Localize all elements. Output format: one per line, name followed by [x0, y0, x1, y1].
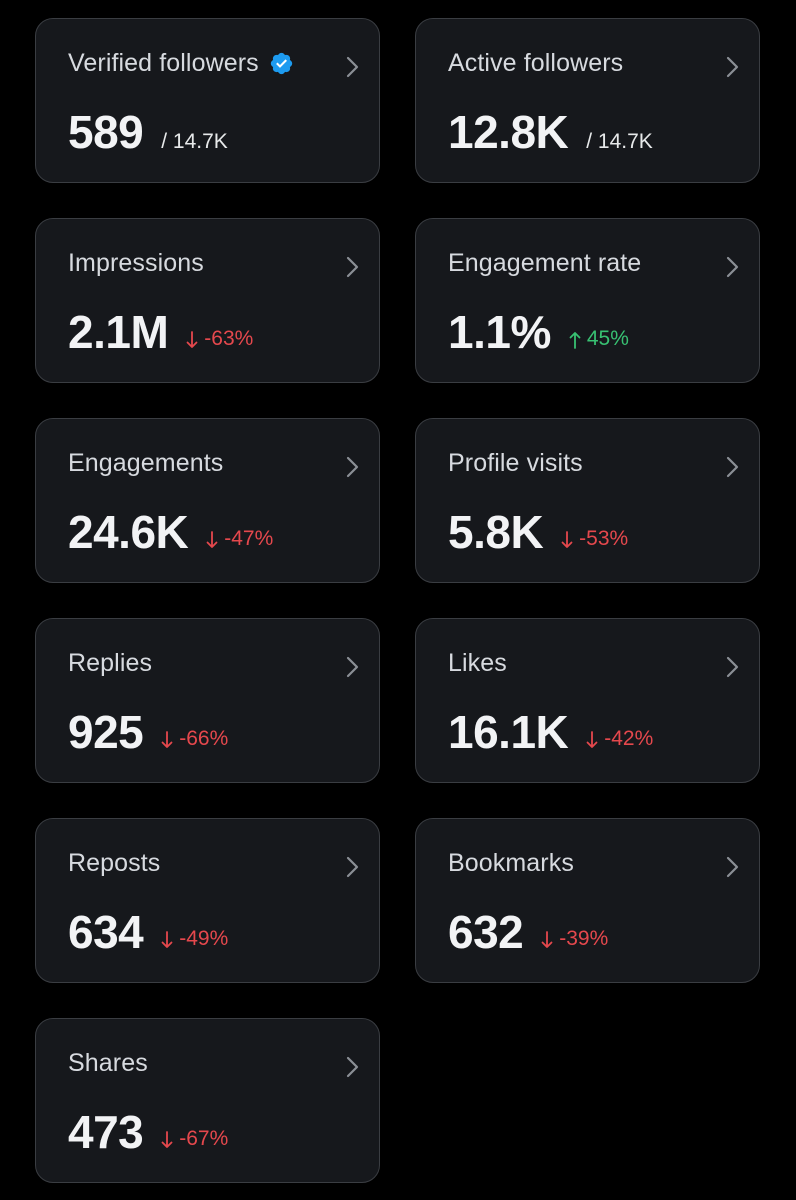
- change-value: -49%: [179, 927, 229, 950]
- chevron-right-icon: [726, 856, 739, 878]
- metric-value: 634: [68, 906, 144, 958]
- change-value: -42%: [604, 727, 654, 750]
- metric-value: 2.1M: [68, 306, 169, 358]
- card-title: Bookmarks: [448, 849, 574, 878]
- metric-value: 24.6K: [68, 506, 189, 558]
- change-indicator: -67%: [161, 1127, 228, 1151]
- value-row: 473 -67%: [68, 1105, 228, 1159]
- card-title: Engagement rate: [448, 249, 641, 278]
- metric-card-impressions[interactable]: Impressions 2.1M -63%: [35, 218, 380, 383]
- chevron-right-icon: [346, 456, 359, 478]
- metric-card-active-followers[interactable]: Active followers 12.8K / 14.7K: [415, 18, 760, 183]
- metric-card-bookmarks[interactable]: Bookmarks 632 -39%: [415, 818, 760, 983]
- chevron-right-icon: [726, 56, 739, 78]
- card-title: Active followers: [448, 49, 623, 78]
- metric-total: / 14.7K: [161, 130, 228, 153]
- verified-badge-icon: [269, 51, 294, 76]
- metric-value: 1.1%: [448, 306, 551, 358]
- card-title-text: Reposts: [68, 849, 161, 877]
- change-indicator: -39%: [541, 927, 608, 951]
- arrow-down-icon: [186, 331, 198, 348]
- card-title-text: Verified followers: [68, 49, 259, 77]
- change-value: -63%: [204, 327, 254, 350]
- metric-card-engagement-rate[interactable]: Engagement rate 1.1% 45%: [415, 218, 760, 383]
- value-row: 24.6K -47%: [68, 505, 273, 559]
- chevron-right-icon: [726, 456, 739, 478]
- card-title: Replies: [68, 649, 152, 678]
- metric-card-likes[interactable]: Likes 16.1K -42%: [415, 618, 760, 783]
- metric-card-replies[interactable]: Replies 925 -66%: [35, 618, 380, 783]
- card-title-text: Shares: [68, 1049, 148, 1077]
- chevron-right-icon: [346, 56, 359, 78]
- card-title-text: Likes: [448, 649, 507, 677]
- metric-card-profile-visits[interactable]: Profile visits 5.8K -53%: [415, 418, 760, 583]
- card-title: Profile visits: [448, 449, 583, 478]
- change-indicator: -66%: [161, 727, 228, 751]
- change-value: -53%: [579, 527, 629, 550]
- arrow-down-icon: [206, 531, 218, 548]
- card-title-text: Engagements: [68, 449, 224, 477]
- change-value: -39%: [559, 927, 609, 950]
- arrow-down-icon: [161, 931, 173, 948]
- change-indicator: 45%: [569, 327, 629, 351]
- value-row: 632 -39%: [448, 905, 608, 959]
- arrow-down-icon: [561, 531, 573, 548]
- card-title-text: Profile visits: [448, 449, 583, 477]
- value-row: 12.8K / 14.7K: [448, 105, 653, 159]
- value-row: 589 / 14.7K: [68, 105, 228, 159]
- metric-value: 5.8K: [448, 506, 544, 558]
- value-row: 2.1M -63%: [68, 305, 253, 359]
- chevron-right-icon: [726, 256, 739, 278]
- value-row: 925 -66%: [68, 705, 228, 759]
- metric-card-reposts[interactable]: Reposts 634 -49%: [35, 818, 380, 983]
- metric-value: 632: [448, 906, 524, 958]
- metric-total: / 14.7K: [586, 130, 653, 153]
- chevron-right-icon: [346, 656, 359, 678]
- card-title-text: Engagement rate: [448, 249, 642, 277]
- change-value: -47%: [224, 527, 274, 550]
- metric-value: 473: [68, 1106, 144, 1158]
- chevron-right-icon: [346, 1056, 359, 1078]
- arrow-down-icon: [586, 731, 598, 748]
- change-value: -67%: [179, 1127, 229, 1150]
- chevron-right-icon: [346, 256, 359, 278]
- metric-card-engagements[interactable]: Engagements 24.6K -47%: [35, 418, 380, 583]
- change-indicator: -63%: [186, 327, 253, 351]
- card-title: Reposts: [68, 849, 160, 878]
- value-row: 1.1% 45%: [448, 305, 629, 359]
- metric-value: 12.8K: [448, 106, 569, 158]
- arrow-down-icon: [541, 931, 553, 948]
- chevron-right-icon: [726, 656, 739, 678]
- card-title-text: Bookmarks: [448, 849, 574, 877]
- card-title-text: Active followers: [448, 49, 624, 77]
- arrow-down-icon: [161, 1131, 173, 1148]
- change-indicator: -42%: [586, 727, 653, 751]
- metric-value: 925: [68, 706, 144, 758]
- arrow-down-icon: [161, 731, 173, 748]
- value-row: 16.1K -42%: [448, 705, 653, 759]
- card-title: Engagements: [68, 449, 223, 478]
- metric-card-shares[interactable]: Shares 473 -67%: [35, 1018, 380, 1183]
- value-row: 634 -49%: [68, 905, 228, 959]
- card-title: Shares: [68, 1049, 148, 1078]
- card-title-text: Impressions: [68, 249, 204, 277]
- metric-value: 16.1K: [448, 706, 569, 758]
- change-indicator: -47%: [206, 527, 273, 551]
- change-indicator: -53%: [561, 527, 628, 551]
- value-row: 5.8K -53%: [448, 505, 628, 559]
- card-title-text: Replies: [68, 649, 153, 677]
- arrow-up-icon: [569, 332, 581, 349]
- change-value: 45%: [586, 327, 629, 350]
- change-indicator: -49%: [161, 927, 228, 951]
- change-value: -66%: [179, 727, 229, 750]
- card-title: Verified followers: [68, 49, 294, 78]
- card-title: Impressions: [68, 249, 204, 278]
- card-title: Likes: [448, 649, 507, 678]
- chevron-right-icon: [346, 856, 359, 878]
- metric-value: 589: [68, 106, 144, 158]
- metric-card-verified-followers[interactable]: Verified followers 589 / 14.7K: [35, 18, 380, 183]
